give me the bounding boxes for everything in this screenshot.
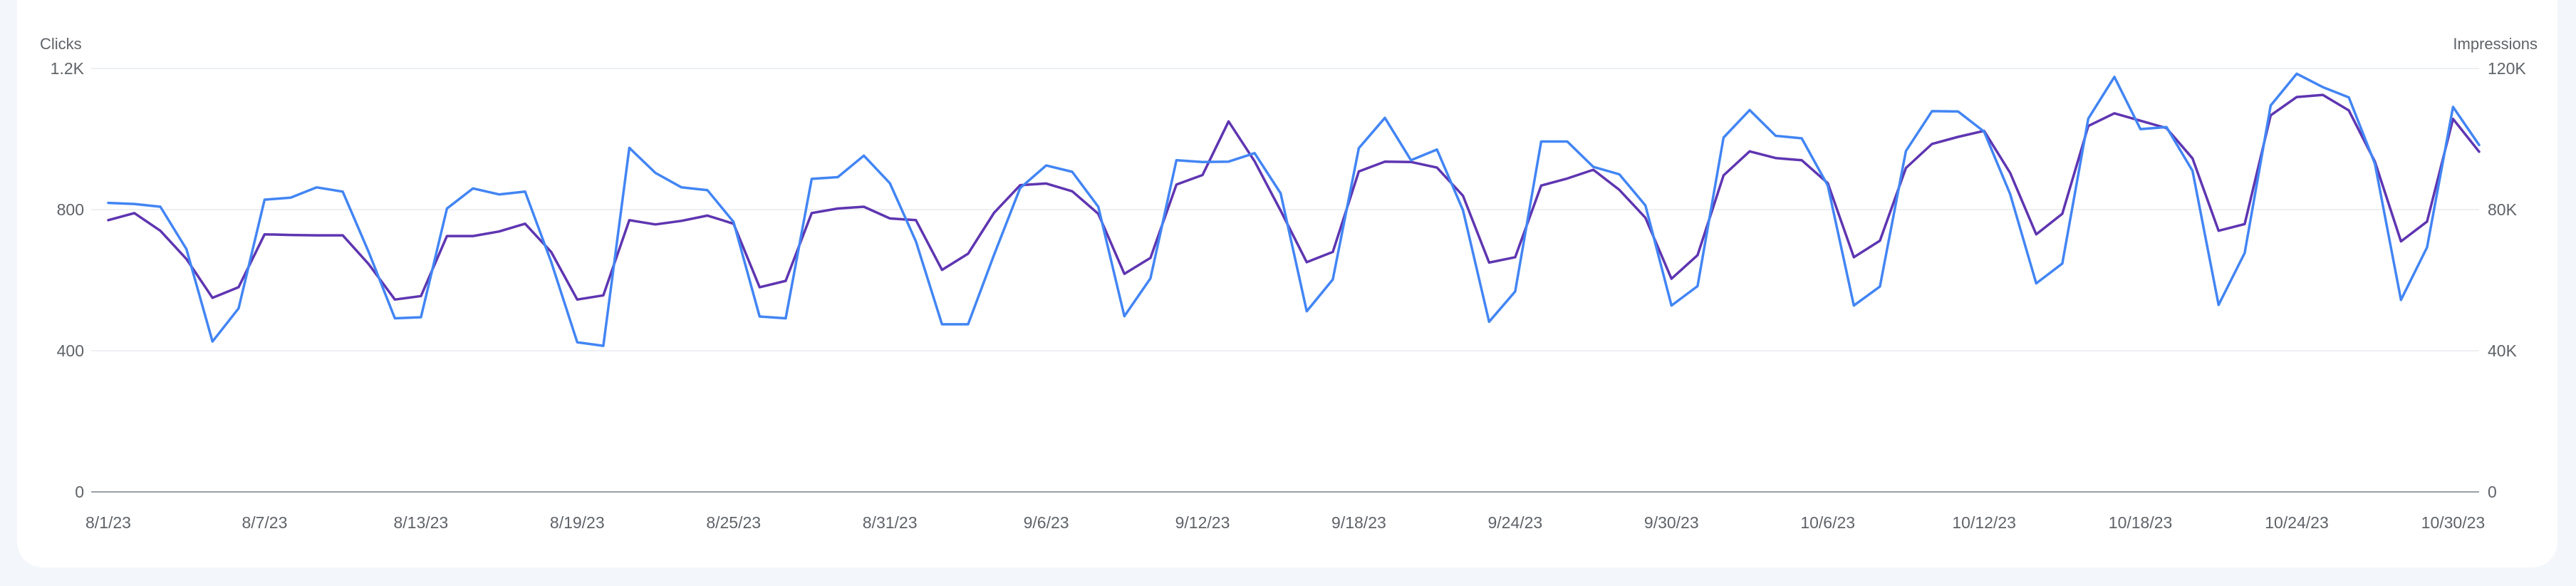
left-axis-title: Clicks bbox=[40, 35, 82, 53]
clicks-series-line bbox=[107, 72, 2481, 347]
x-tick-label: 9/6/23 bbox=[1024, 513, 1069, 532]
right-tick-label: 120K bbox=[2488, 59, 2526, 78]
x-tick-label: 9/12/23 bbox=[1175, 513, 1230, 532]
left-tick-label: 800 bbox=[57, 200, 84, 219]
right-tick-label: 80K bbox=[2488, 200, 2518, 219]
x-tick-label: 8/31/23 bbox=[863, 513, 918, 532]
x-tick-label: 8/13/23 bbox=[393, 513, 448, 532]
x-tick-label: 9/24/23 bbox=[1487, 513, 1542, 532]
x-tick-label: 8/25/23 bbox=[706, 513, 761, 532]
right-axis-ticks: 0 40K 80K 120K bbox=[2488, 59, 2526, 501]
left-tick-label: 1.2K bbox=[51, 59, 85, 78]
x-tick-label: 8/1/23 bbox=[85, 513, 131, 532]
right-axis-title: Impressions bbox=[2453, 35, 2538, 53]
right-tick-label: 0 bbox=[2488, 483, 2497, 501]
grid-lines bbox=[91, 68, 2479, 493]
x-axis-ticks: 8/1/23 8/7/23 8/13/23 8/19/23 8/25/23 8/31/23… bbox=[85, 513, 2485, 532]
right-tick-label: 40K bbox=[2488, 341, 2518, 360]
x-tick-label: 8/19/23 bbox=[550, 513, 605, 532]
left-tick-label: 400 bbox=[57, 341, 84, 360]
x-tick-label: 9/30/23 bbox=[1644, 513, 1699, 532]
x-tick-label: 10/24/23 bbox=[2265, 513, 2329, 532]
impressions-series-line bbox=[107, 93, 2481, 301]
left-tick-label: 0 bbox=[75, 483, 84, 501]
performance-chart-card bbox=[17, 0, 2557, 567]
x-tick-label: 10/18/23 bbox=[2109, 513, 2173, 532]
x-tick-label: 9/18/23 bbox=[1331, 513, 1386, 532]
series-lines bbox=[107, 72, 2481, 347]
x-tick-label: 10/6/23 bbox=[1800, 513, 1855, 532]
left-axis-ticks: 0 400 800 1.2K bbox=[51, 59, 85, 501]
x-tick-label: 8/7/23 bbox=[242, 513, 287, 532]
x-tick-label: 10/30/23 bbox=[2421, 513, 2486, 532]
x-tick-label: 10/12/23 bbox=[1952, 513, 2016, 532]
